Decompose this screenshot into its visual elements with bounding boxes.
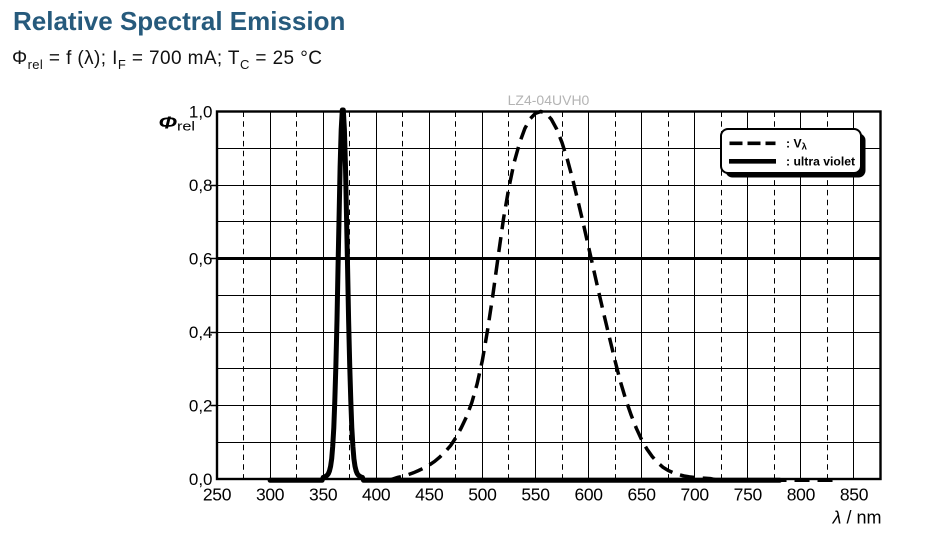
svg-text:600: 600 (574, 485, 603, 505)
svg-text:700: 700 (681, 485, 710, 505)
svg-text:300: 300 (256, 485, 285, 505)
svg-text:: ultra violet: : ultra violet (786, 155, 855, 169)
svg-text:λ / nm: λ / nm (832, 508, 882, 528)
svg-text:350: 350 (309, 485, 338, 505)
svg-text:Φrel: Φrel (159, 113, 196, 134)
svg-text:LZ4-04UVH0: LZ4-04UVH0 (508, 92, 590, 108)
svg-text:0,4: 0,4 (189, 323, 213, 342)
svg-text:450: 450 (415, 485, 444, 505)
svg-text:0,0: 0,0 (189, 470, 213, 489)
svg-text:1,0: 1,0 (189, 102, 213, 121)
svg-text:650: 650 (627, 485, 656, 505)
svg-text:800: 800 (787, 485, 816, 505)
svg-text:0,6: 0,6 (189, 249, 213, 268)
svg-text:550: 550 (521, 485, 550, 505)
svg-text:0,2: 0,2 (189, 396, 213, 415)
svg-text:250: 250 (203, 485, 232, 505)
svg-text:400: 400 (362, 485, 391, 505)
svg-text:0,8: 0,8 (189, 176, 213, 195)
svg-text:750: 750 (734, 485, 763, 505)
svg-text:500: 500 (468, 485, 497, 505)
svg-text:850: 850 (840, 485, 869, 505)
